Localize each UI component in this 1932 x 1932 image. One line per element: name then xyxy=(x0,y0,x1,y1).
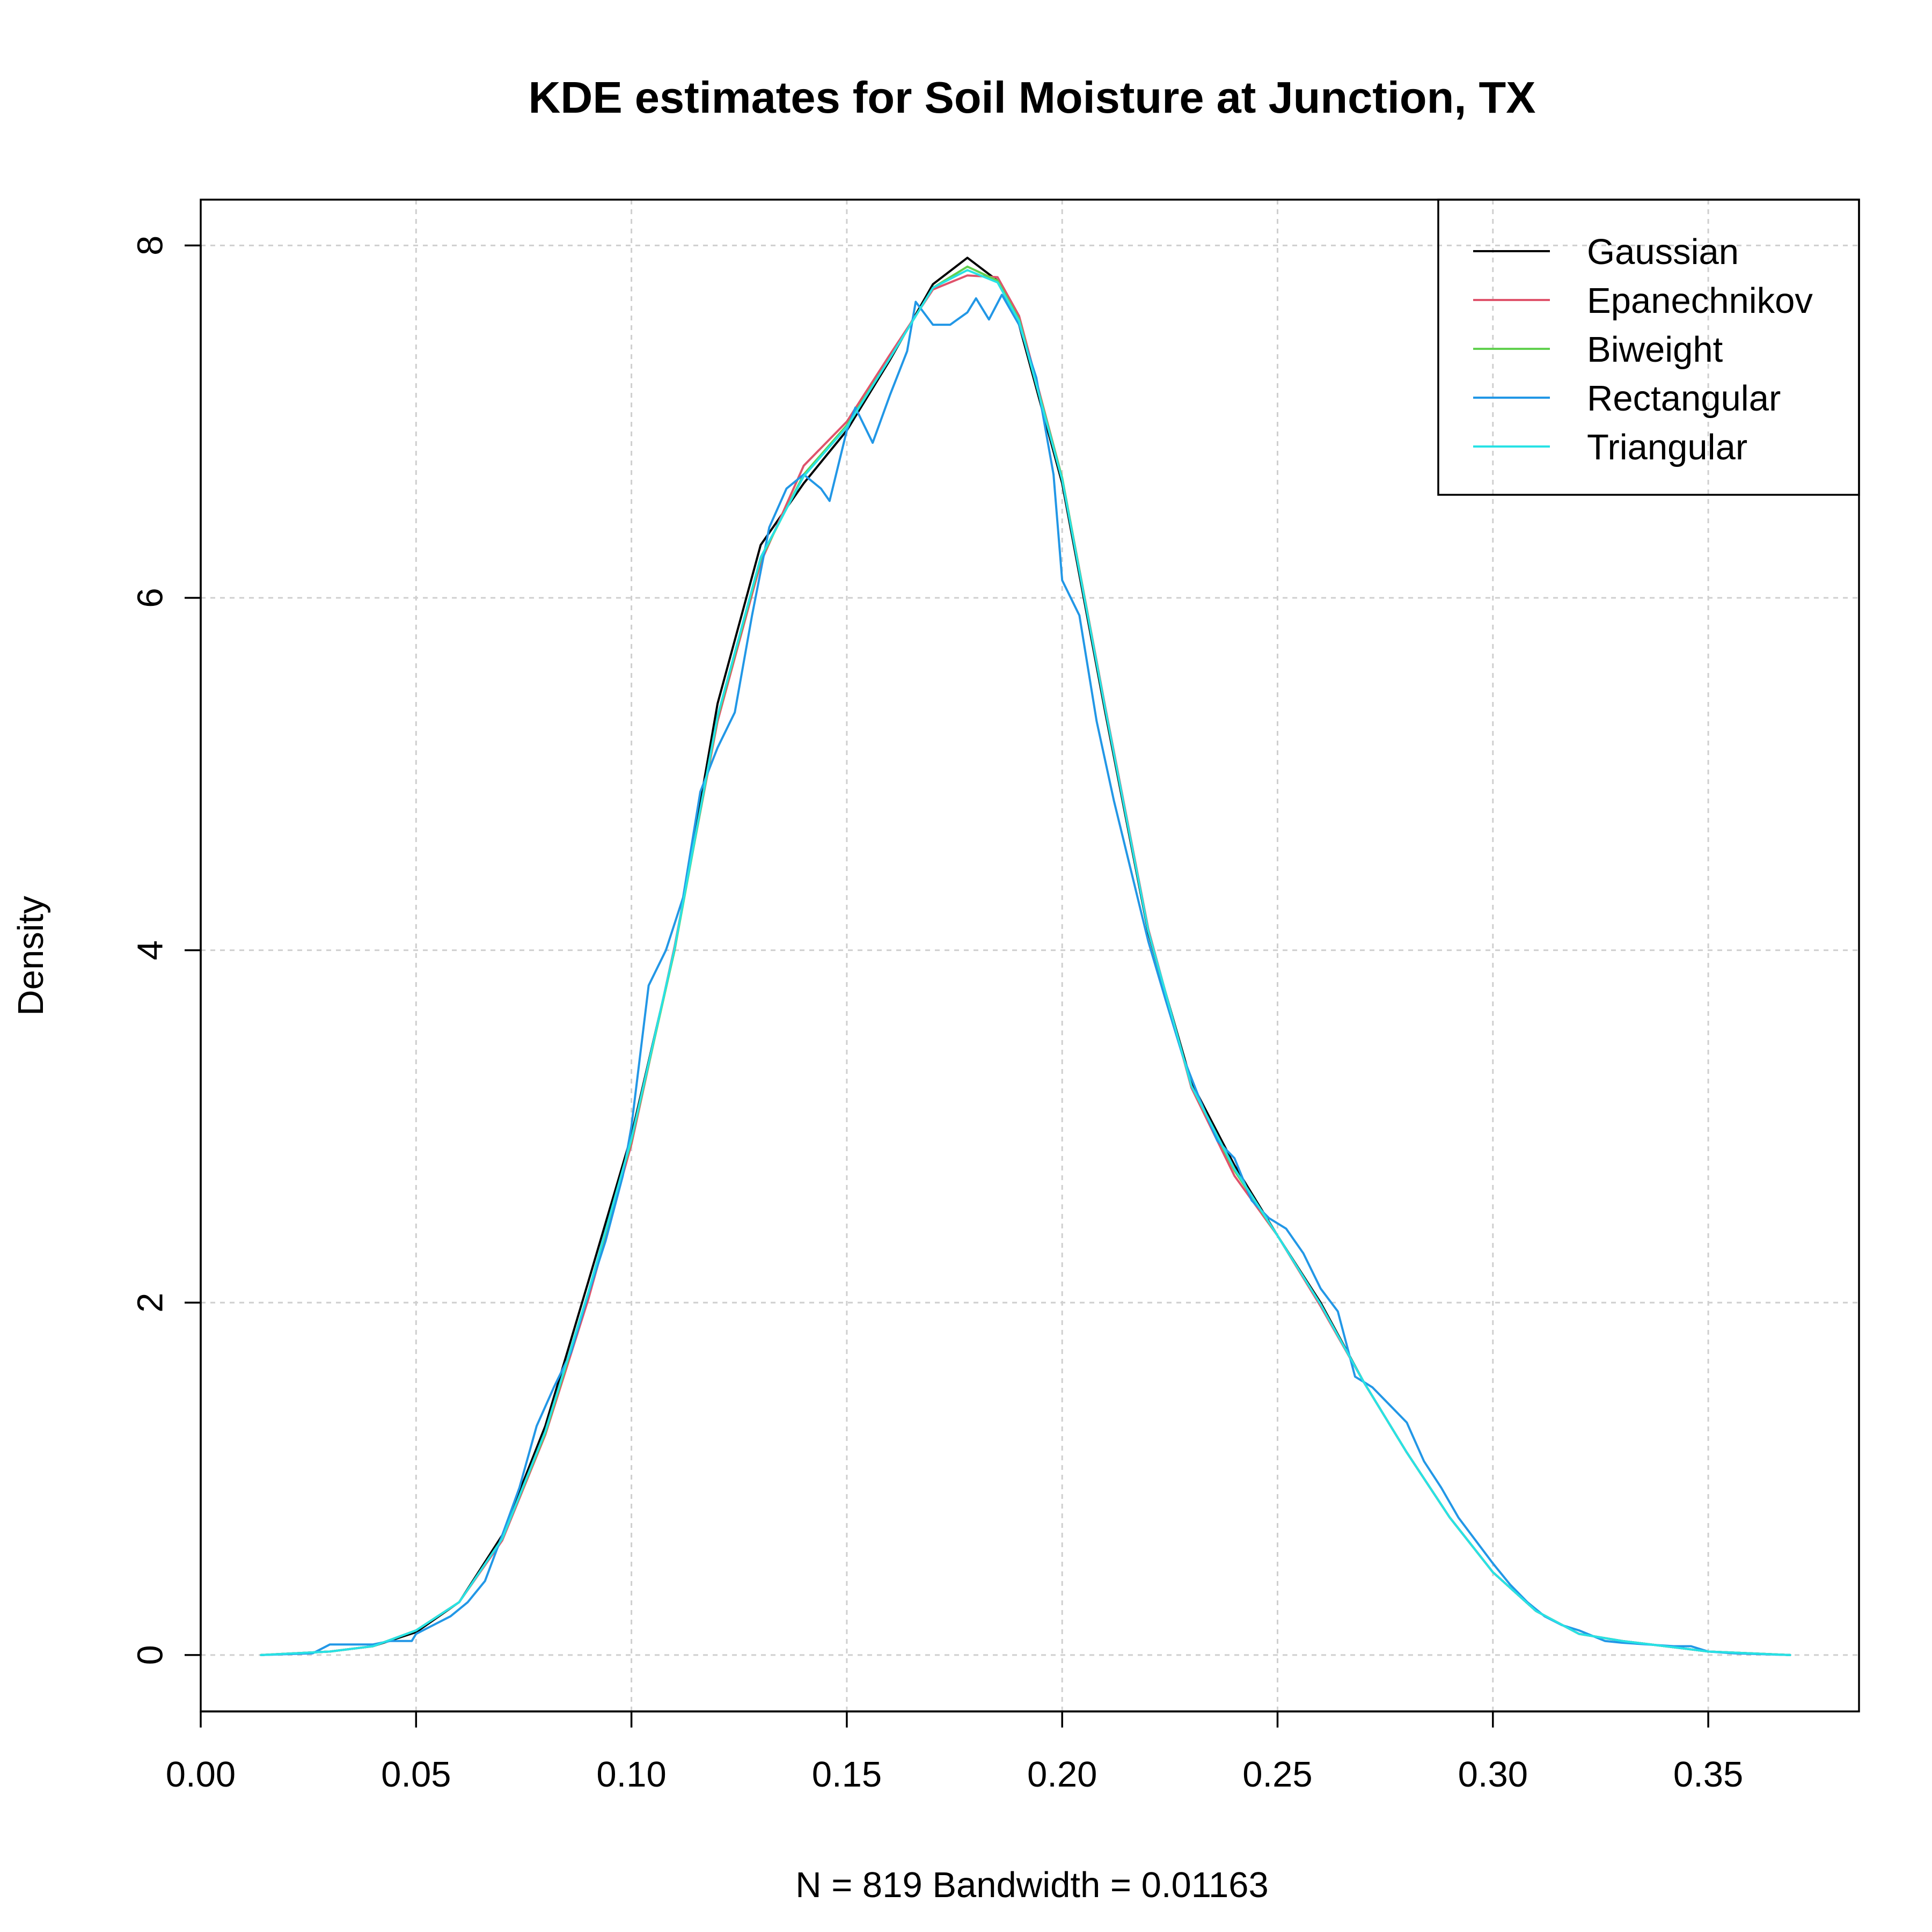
legend-label-triangular: Triangular xyxy=(1587,427,1747,467)
series-line-epanechnikov xyxy=(260,274,1791,1656)
series-line-rectangular xyxy=(260,294,1791,1656)
y-tick-label-2: 4 xyxy=(130,940,170,960)
x-tick-label-3: 0.15 xyxy=(812,1754,882,1795)
y-tick-label-0: 0 xyxy=(130,1645,170,1665)
series-line-triangular xyxy=(260,269,1791,1656)
x-axis-label: N = 819 Bandwidth = 0.01163 xyxy=(795,1865,1269,1905)
legend-box xyxy=(1437,199,1860,496)
plot-frame xyxy=(200,199,1860,1713)
x-tick-label-6: 0.30 xyxy=(1458,1754,1528,1795)
plot-curves xyxy=(260,257,1791,1656)
legend-label-epanechnikov: Epanechnikov xyxy=(1587,281,1813,321)
x-tick-label-7: 0.35 xyxy=(1673,1754,1743,1795)
x-tick-label-2: 0.10 xyxy=(596,1754,666,1795)
legend: Gaussian Epanechnikov Biweight Rectangular T… xyxy=(1437,199,1860,496)
chart-title: KDE estimates for Soil Moisture at Junct… xyxy=(528,72,1535,122)
y-tick-label-3: 6 xyxy=(130,588,170,608)
series-line-gaussian xyxy=(260,257,1791,1656)
y-axis-label: Density xyxy=(11,896,51,1016)
series-line-biweight xyxy=(260,265,1791,1656)
legend-label-biweight: Biweight xyxy=(1587,330,1723,370)
legend-label-rectangular: Rectangular xyxy=(1587,378,1781,419)
x-tick-label-1: 0.05 xyxy=(381,1754,451,1795)
x-axis: 0.00 0.05 0.10 0.15 0.20 0.25 0.30 0.35 xyxy=(166,1710,1743,1795)
y-tick-label-4: 8 xyxy=(130,236,170,255)
x-tick-label-5: 0.25 xyxy=(1242,1754,1312,1795)
legend-label-gaussian: Gaussian xyxy=(1587,232,1739,272)
y-axis: 0 2 4 6 8 xyxy=(130,236,202,1665)
grid xyxy=(200,200,1859,1711)
x-tick-label-0: 0.00 xyxy=(166,1754,236,1795)
y-tick-label-1: 2 xyxy=(130,1293,170,1313)
x-tick-label-4: 0.20 xyxy=(1027,1754,1097,1795)
